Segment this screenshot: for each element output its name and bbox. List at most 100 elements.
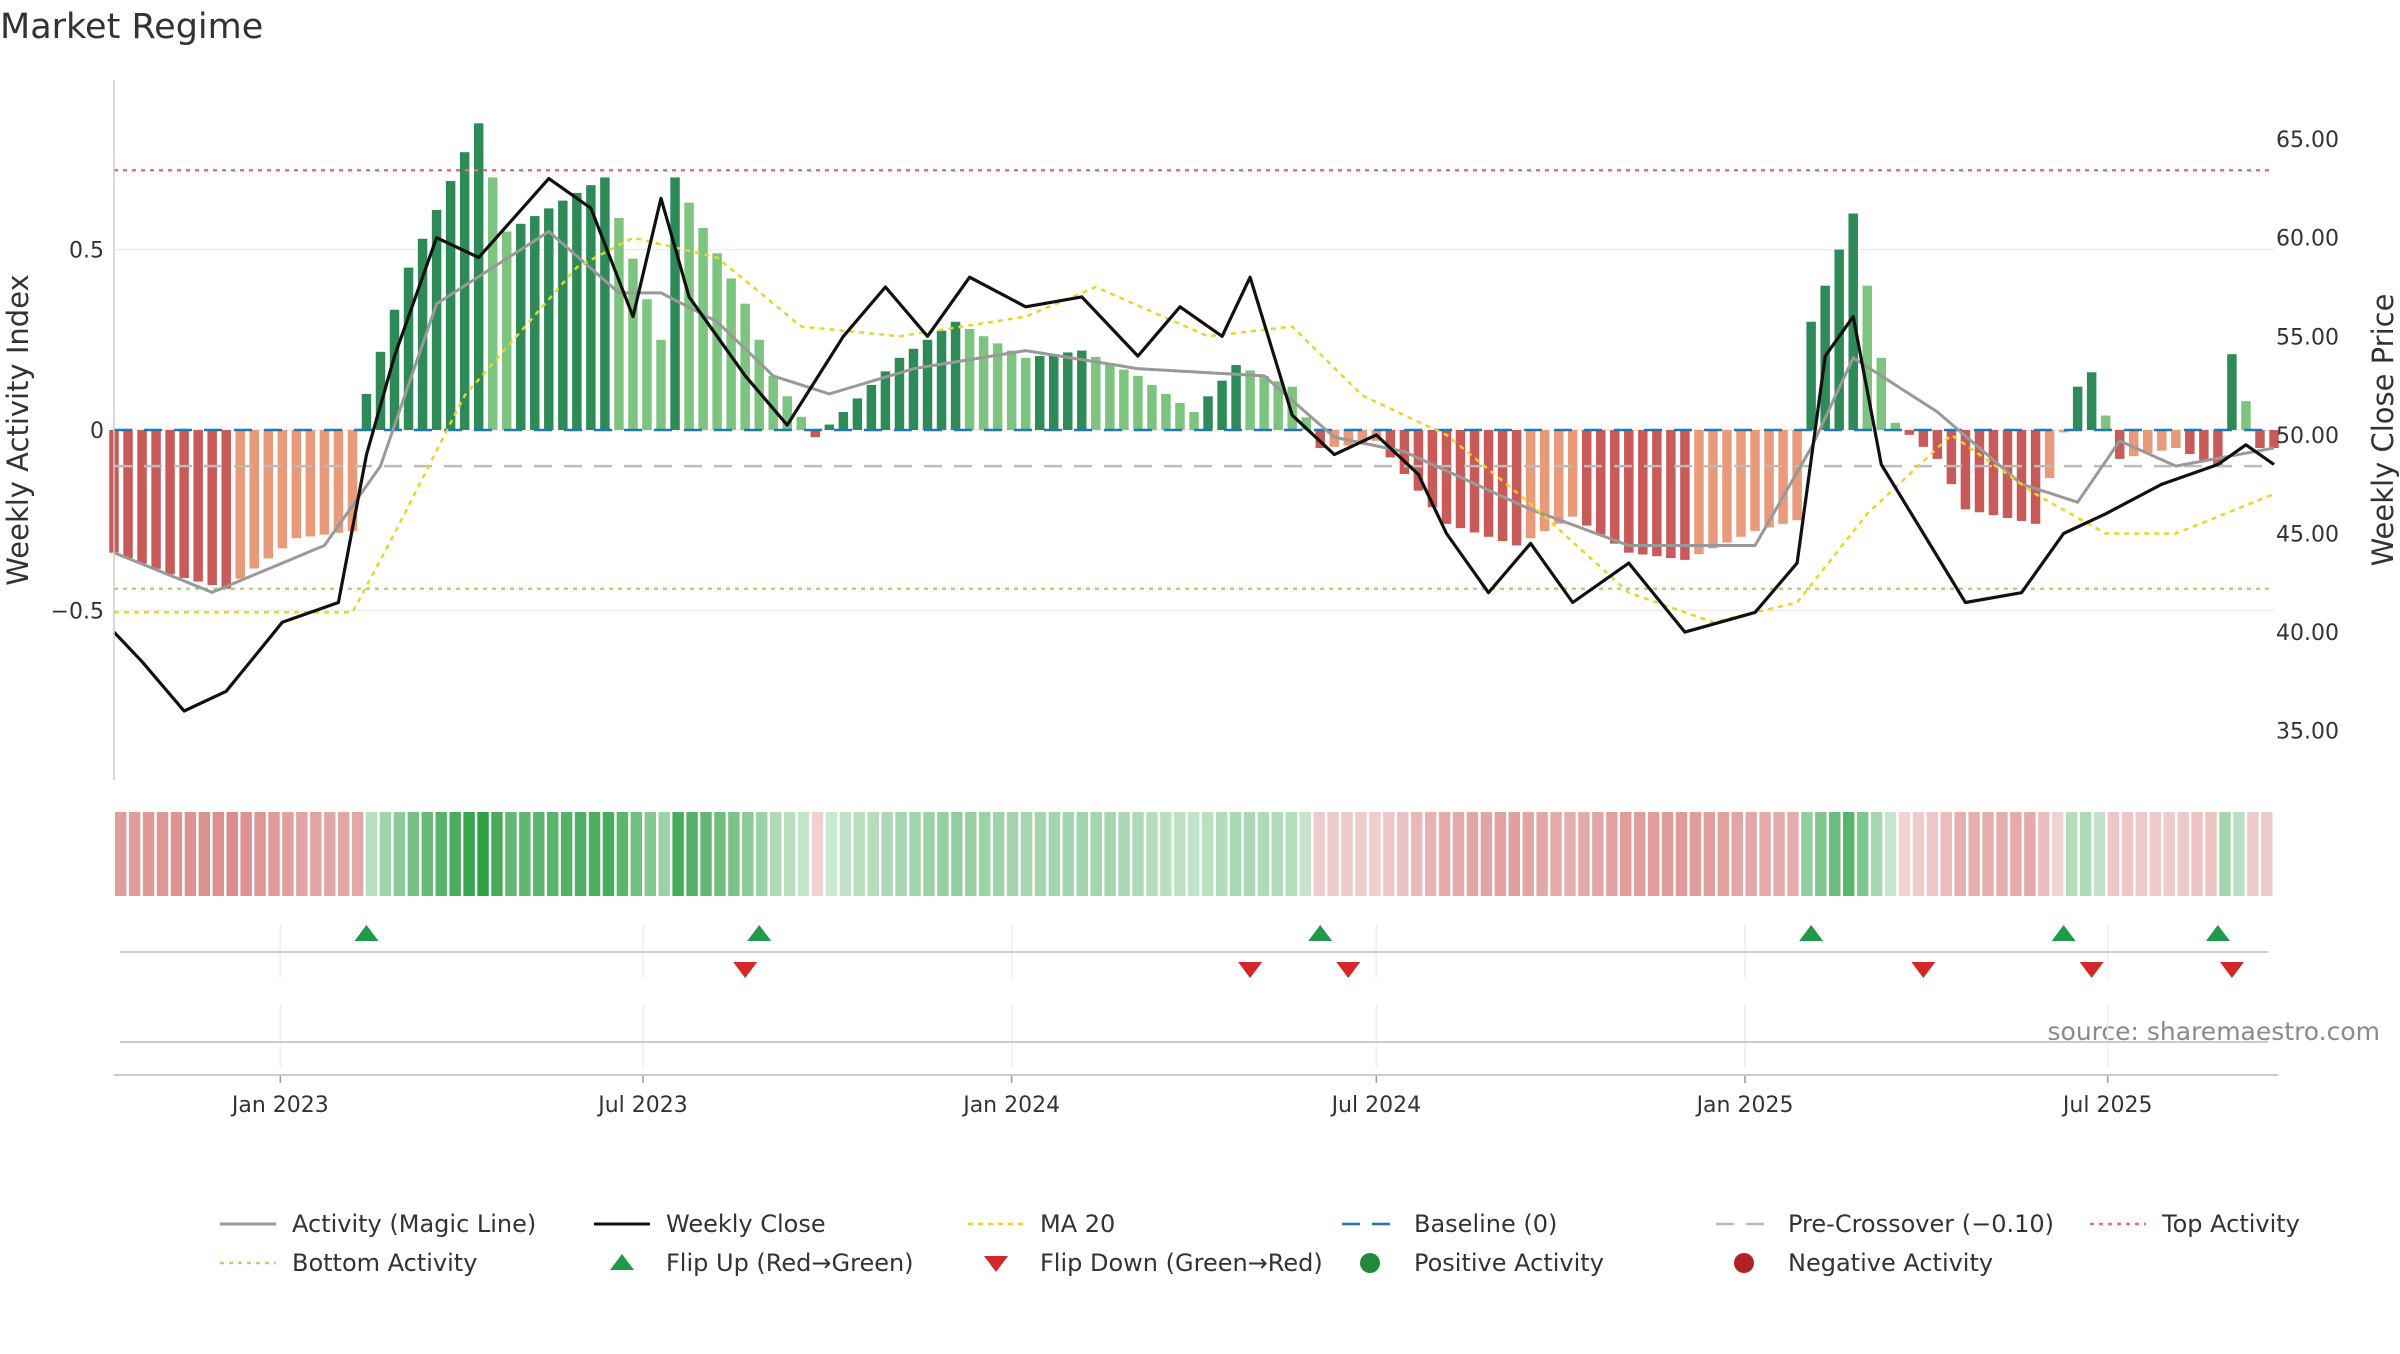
activity-bar — [1610, 430, 1620, 544]
regime-cell — [2261, 812, 2273, 896]
legend-item-precross: Pre-Crossover (−0.10) — [1716, 1210, 2054, 1238]
magic-line — [113, 229, 2275, 595]
activity-bar — [165, 430, 175, 575]
activity-bar — [782, 396, 792, 430]
activity-bar — [1750, 430, 1760, 532]
legend-swatch — [1734, 1253, 1754, 1273]
regime-cell — [1689, 812, 1702, 896]
regime-cell — [1606, 812, 1618, 896]
activity-bar — [810, 430, 821, 438]
regime-cell — [2163, 812, 2175, 896]
left-tick-label: 0.5 — [69, 239, 104, 264]
regime-cell — [1118, 812, 1130, 896]
regime-cell — [198, 812, 211, 896]
regime-cell — [1285, 812, 1298, 896]
regime-cell — [700, 812, 712, 896]
right-tick-label: 65.00 — [2276, 128, 2339, 153]
regime-cell — [1578, 812, 1590, 896]
x-tick-label: Jan 2023 — [230, 1093, 329, 1118]
regime-cell — [756, 812, 768, 896]
x-tick-label: Jan 2024 — [961, 1093, 1060, 1118]
regime-cell — [2038, 812, 2050, 896]
legend-item-bottom: Bottom Activity — [220, 1249, 477, 1277]
regime-cell — [1424, 812, 1437, 896]
regime-cell — [2219, 812, 2231, 896]
regime-cell — [296, 812, 308, 896]
regime-cell — [965, 812, 977, 896]
regime-cell — [1912, 812, 1925, 896]
regime-cell — [2191, 812, 2203, 896]
activity-bar — [1918, 430, 1929, 447]
activity-bar — [1133, 375, 1143, 430]
activity-bar — [305, 430, 316, 537]
activity-bar — [2072, 386, 2083, 430]
regime-cell — [1006, 812, 1019, 896]
regime-cell — [895, 812, 907, 896]
regime-cell — [1174, 812, 1186, 896]
x-tick-label: Jul 2023 — [596, 1093, 688, 1118]
regime-cell — [2205, 812, 2217, 896]
activity-bar — [2227, 354, 2237, 430]
activity-bar — [1778, 430, 1788, 524]
regime-cell — [1201, 812, 1214, 896]
right-tick-label: 40.00 — [2276, 621, 2339, 646]
activity-bar — [291, 430, 302, 539]
regime-cell — [282, 812, 294, 896]
regime-cell — [519, 812, 531, 896]
activity-bar — [1834, 249, 1844, 430]
regime-cell — [728, 812, 740, 896]
regime-cell — [421, 812, 434, 896]
right-tick-label: 55.00 — [2276, 325, 2339, 350]
legend-item-posdot: Positive Activity — [1360, 1249, 1604, 1277]
regime-cell — [1090, 812, 1102, 896]
regime-cell — [268, 812, 280, 896]
regime-cell — [1926, 812, 1939, 896]
activity-bar — [1441, 430, 1452, 524]
activity-bar — [417, 238, 428, 430]
activity-bar — [1469, 430, 1480, 533]
flip-down-marker — [2079, 962, 2104, 978]
regime-cell — [658, 812, 670, 896]
activity-bar — [1245, 370, 1255, 430]
regime-cell — [156, 812, 169, 896]
activity-bar — [1652, 430, 1662, 557]
flip-up-marker — [2051, 925, 2076, 941]
regime-cell — [1843, 812, 1855, 896]
regime-cell — [1717, 812, 1730, 896]
regime-cell — [1048, 812, 1061, 896]
regime-cell — [1773, 812, 1785, 896]
activity-bar — [712, 253, 722, 430]
regime-cell — [2247, 812, 2259, 896]
activity-bar — [1105, 363, 1115, 430]
activity-bar — [2030, 430, 2041, 524]
regime-cell — [2052, 812, 2064, 896]
legend-item-close: Weekly Close — [594, 1210, 826, 1238]
regime-cell — [1466, 812, 1479, 896]
regime-cell — [1968, 812, 1980, 896]
activity-bar — [1988, 430, 1999, 516]
activity-bar — [1483, 430, 1494, 537]
activity-bar — [572, 192, 582, 430]
activity-bar — [1034, 356, 1045, 430]
activity-bar — [1736, 430, 1746, 537]
regime-cell — [644, 812, 656, 896]
activity-bar — [684, 202, 694, 430]
legend-label: Flip Up (Red→Green) — [666, 1249, 914, 1277]
left-tick-label: −0.5 — [51, 599, 104, 624]
regime-cell — [714, 812, 726, 896]
legend-item-ma20: MA 20 — [968, 1210, 1115, 1238]
activity-bar — [1946, 430, 1957, 485]
regime-cell — [1160, 812, 1172, 896]
chart-title: Market Regime — [0, 7, 263, 47]
activity-bar — [487, 177, 498, 430]
regime-cell — [1188, 812, 1200, 896]
activity-bar — [2241, 401, 2251, 430]
activity-bar — [2086, 372, 2097, 430]
activity-bar — [1455, 430, 1466, 529]
activity-bar — [263, 430, 274, 559]
activity-bar — [670, 177, 680, 430]
regime-cell — [1397, 812, 1409, 896]
activity-bar — [1091, 356, 1101, 430]
activity-bar — [1020, 357, 1031, 430]
activity-bar — [1217, 380, 1227, 430]
